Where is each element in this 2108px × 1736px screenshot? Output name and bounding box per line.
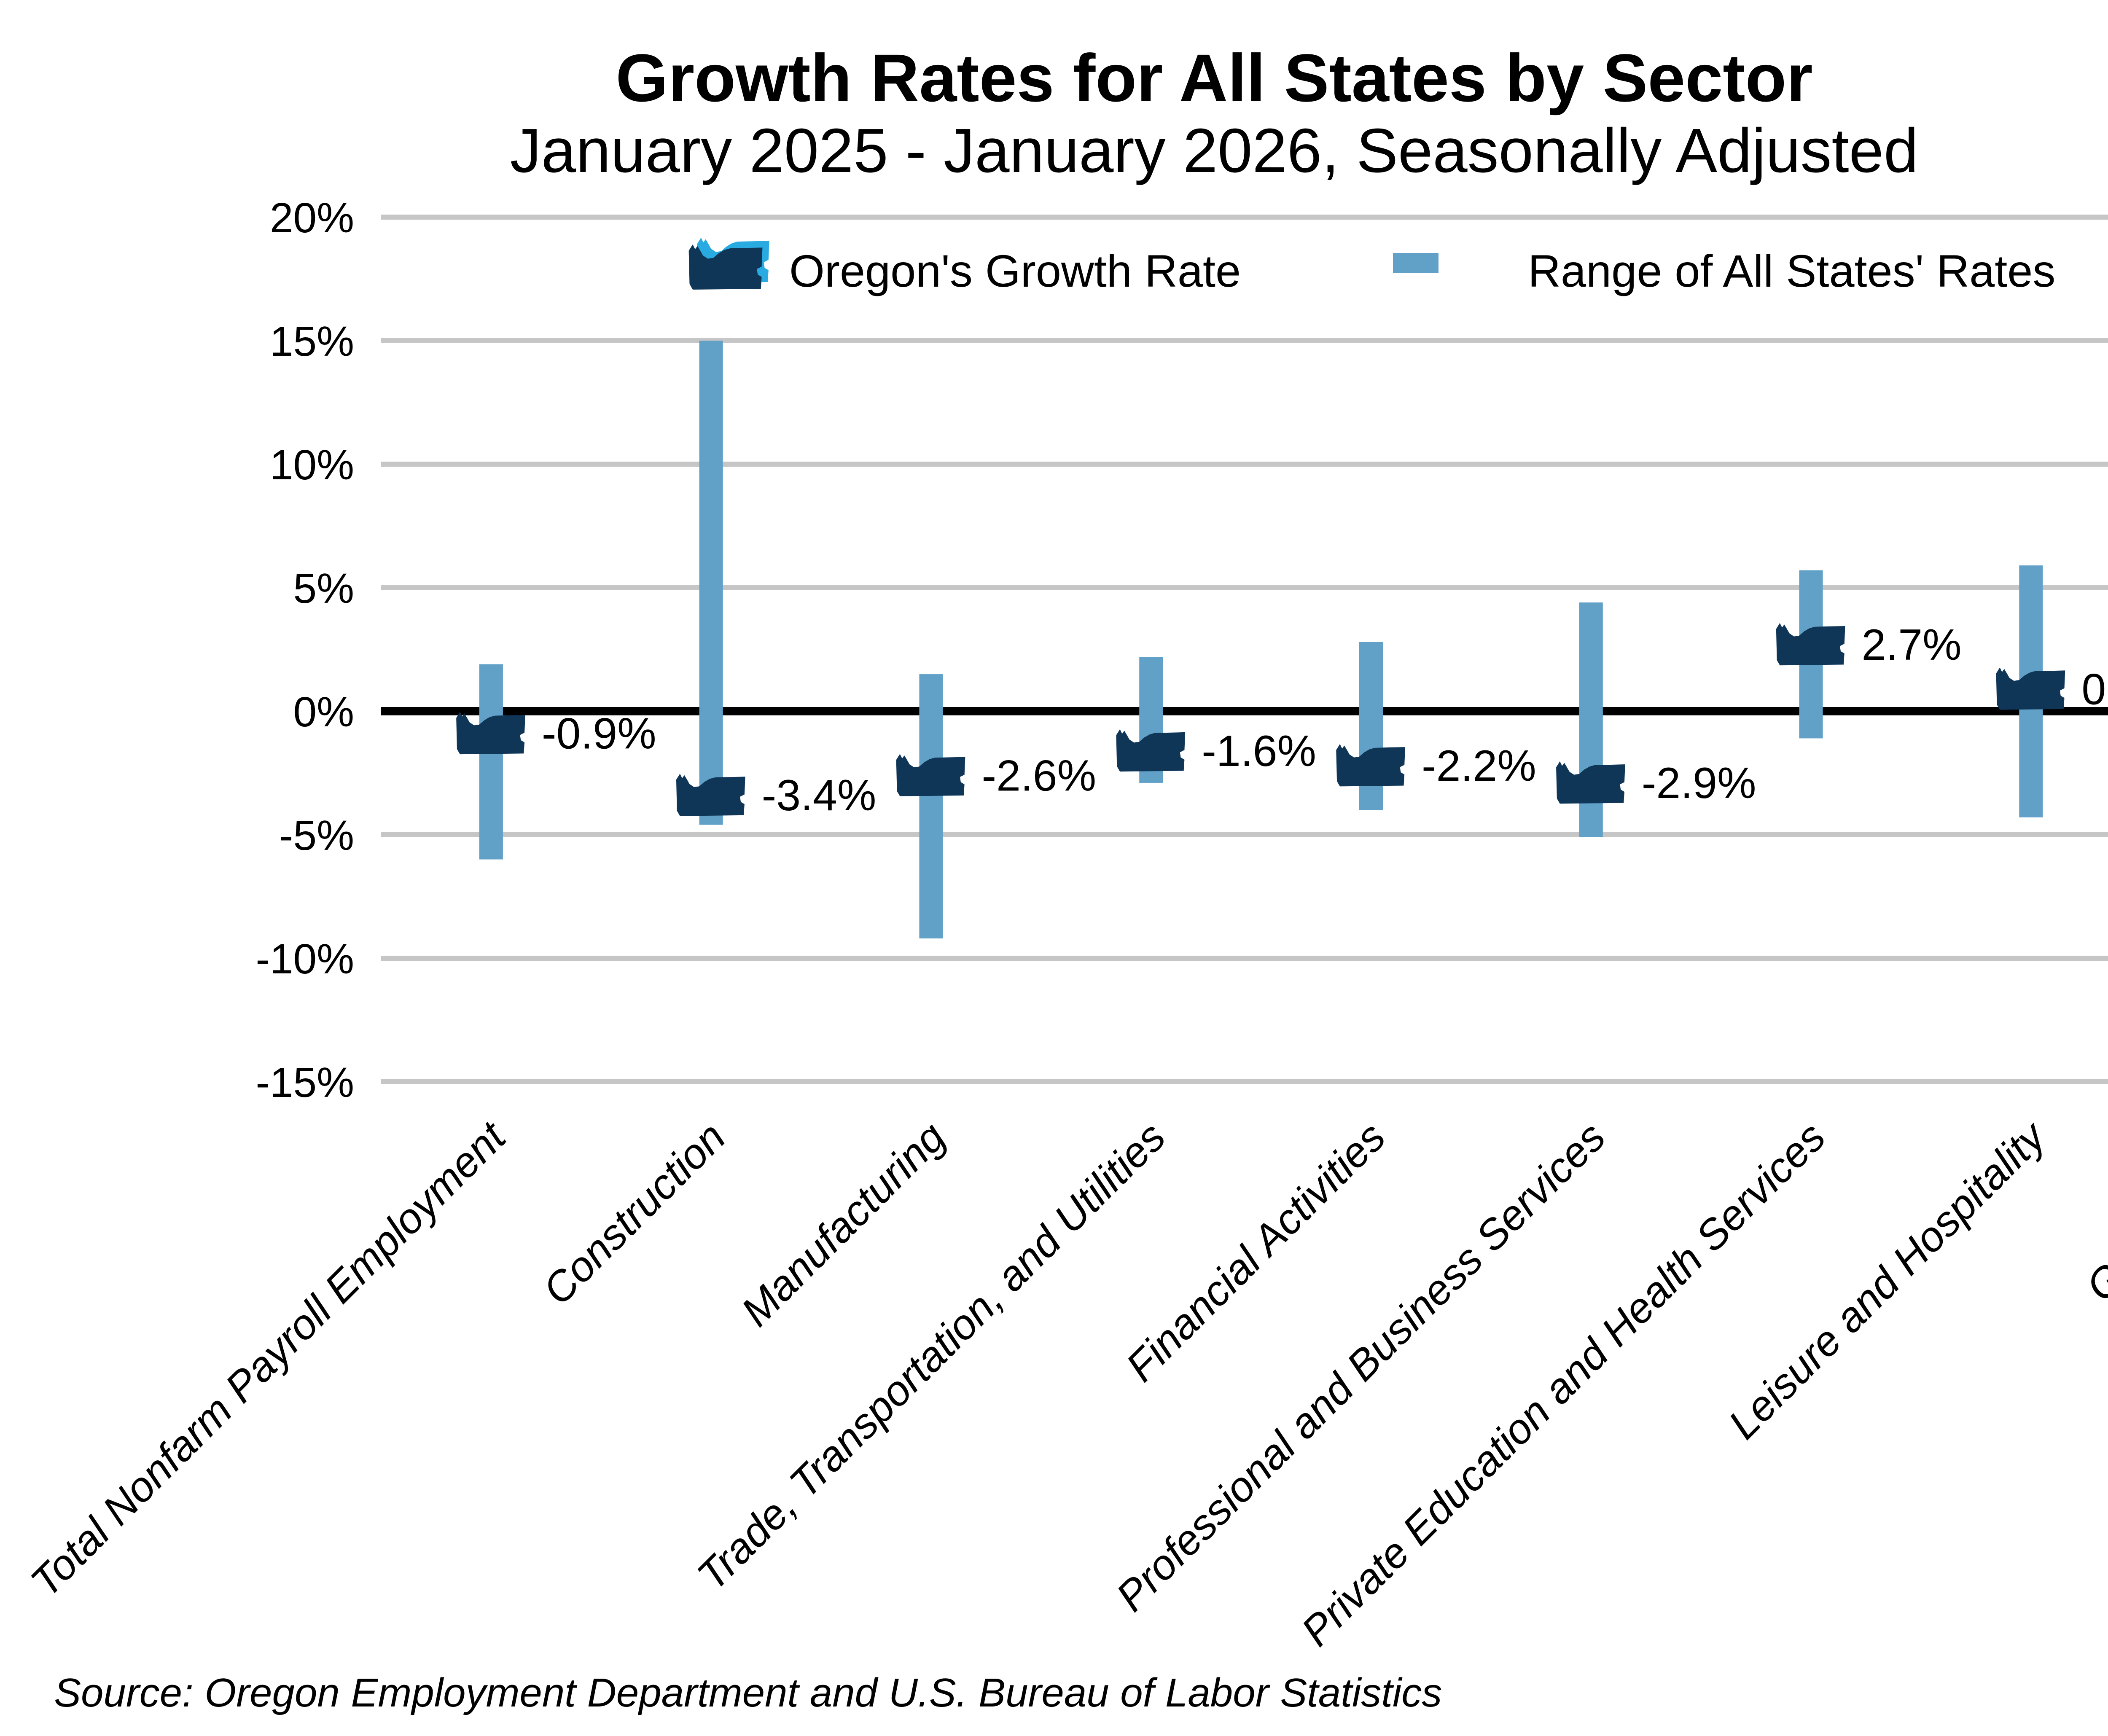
value-labels-layer: -0.9%-3.4%-2.6%-1.6%-2.2%-2.9%2.7%0.9%-0… — [542, 621, 2108, 820]
x-category-label: Manufacturing — [732, 1113, 955, 1335]
oregon-state-silhouette-icon — [688, 237, 769, 290]
y-tick-label: 5% — [293, 565, 354, 612]
value-label: -2.2% — [1422, 742, 1536, 790]
range-bar-swatch — [1393, 253, 1438, 273]
value-label: -3.4% — [762, 771, 877, 820]
x-axis-category-labels: Total Nonfarm Payroll Employment Construc… — [22, 1111, 2108, 1655]
oregon-marker-icon — [1116, 729, 1186, 772]
y-tick-label: 15% — [270, 318, 354, 365]
y-tick-label: 20% — [270, 194, 354, 242]
y-tick-label: 10% — [270, 441, 354, 489]
oregon-marker-icon — [1776, 623, 1845, 666]
source-note: Source: Oregon Employment Department and… — [54, 1670, 1442, 1715]
oregon-marker-icon — [896, 754, 965, 796]
oregon-marker-icon — [676, 774, 745, 816]
y-tick-label: -10% — [256, 935, 354, 983]
value-label: 0.9% — [2081, 665, 2108, 714]
range-bar — [919, 674, 943, 939]
value-label: -2.9% — [1642, 759, 1756, 808]
oregon-marker-icon — [1996, 667, 2065, 710]
value-label: -0.9% — [542, 709, 656, 758]
value-label: -1.6% — [1202, 727, 1316, 776]
x-category-label: Trade, Transportation, and Utilities — [688, 1113, 1174, 1599]
y-tick-label: -5% — [279, 812, 354, 859]
chart-title: Growth Rates for All States by Sector — [616, 40, 1812, 116]
chart-subtitle: January 2025 - January 2026, Seasonally … — [510, 116, 1918, 185]
gridlines — [381, 215, 2108, 1084]
range-bar — [479, 664, 503, 860]
legend-oregon-label: Oregon's Growth Rate — [789, 245, 1241, 296]
oregon-marker-icon — [456, 712, 525, 755]
oregon-marker-icon — [1556, 761, 1625, 804]
value-label: 2.7% — [1862, 621, 1962, 669]
x-category-label: Government — [2077, 1112, 2108, 1310]
x-category-label: Professional and Business Services — [1107, 1113, 1614, 1620]
y-tick-label: 0% — [293, 688, 354, 736]
y-tick-label: -15% — [256, 1059, 354, 1106]
oregon-marker-icon — [1336, 744, 1405, 787]
x-category-label: Construction — [534, 1113, 734, 1314]
x-category-label: Total Nonfarm Payroll Employment — [22, 1112, 516, 1606]
legend-range-label: Range of All States' Rates — [1528, 245, 2055, 296]
value-label: -2.6% — [981, 751, 1096, 800]
legend: Oregon's Growth Rate Range of All States… — [688, 237, 2055, 296]
range-bar — [699, 341, 723, 825]
y-axis-tick-labels: 20% 15% 10% 5% 0% -5% -10% -15% — [256, 194, 354, 1106]
